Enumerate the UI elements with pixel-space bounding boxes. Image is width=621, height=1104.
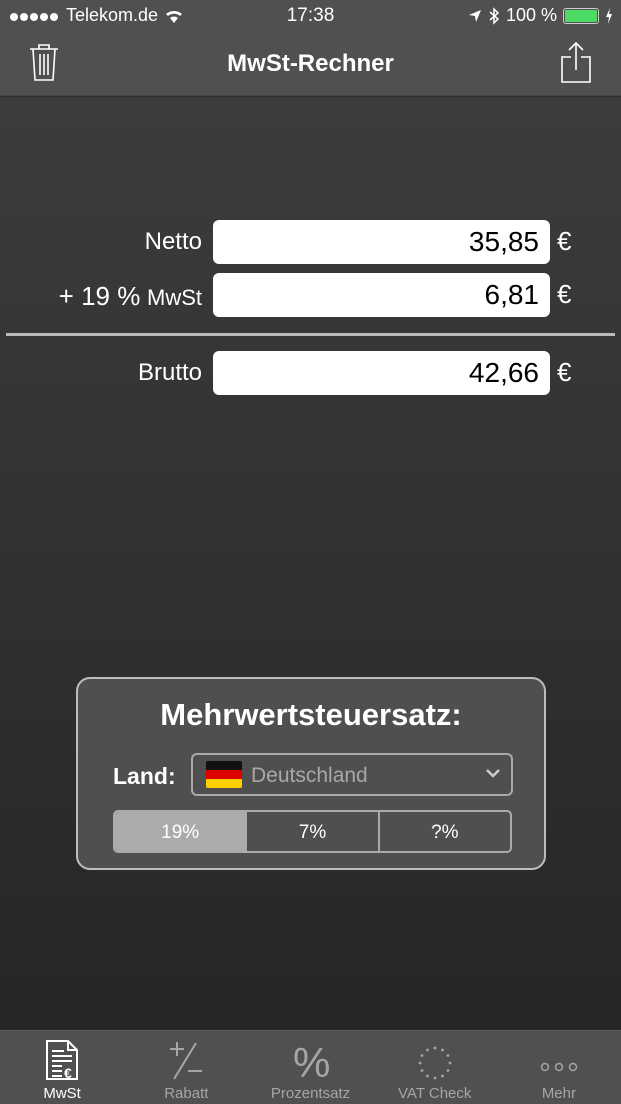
bluetooth-icon <box>489 6 500 25</box>
svg-text:%: % <box>293 1039 330 1081</box>
navigation-bar: MwSt-Rechner <box>0 32 621 96</box>
tab-prozentsatz[interactable]: % Prozentsatz <box>248 1031 372 1104</box>
netto-label: Netto <box>144 228 202 255</box>
tab-label: Prozentsatz <box>270 1085 351 1102</box>
calculator: Netto 35,85 € + 19 % MwSt 6,81 € Brutto … <box>0 97 621 1030</box>
mwst-label: + 19 % MwSt <box>59 281 202 312</box>
svg-text:€: € <box>64 1065 72 1081</box>
star <box>418 1061 422 1065</box>
tab-label: VAT Check <box>398 1085 472 1102</box>
trash-icon[interactable] <box>28 42 60 82</box>
page-title: MwSt-Rechner <box>227 50 394 77</box>
rate-option-custom[interactable]: ?% <box>377 812 510 851</box>
charging-icon <box>606 7 612 24</box>
country-select[interactable]: Deutschland <box>191 753 513 796</box>
rate-prefix: + 19 % <box>58 281 141 311</box>
clock: 17:38 <box>286 5 335 26</box>
star <box>433 1076 437 1080</box>
germany-flag-icon <box>206 761 242 788</box>
tab-rabatt[interactable]: Rabatt <box>124 1031 248 1104</box>
status-bar: Telekom.de 17:38 100 % <box>0 0 621 32</box>
star <box>448 1061 452 1065</box>
tab-mwst[interactable]: € MwSt <box>0 1031 124 1104</box>
tab-bar: € MwSt Rabatt % Prozentsatz VAT Check Me… <box>0 1030 621 1104</box>
more-icon <box>540 1062 578 1072</box>
plus-minus-icon <box>170 1042 203 1080</box>
star <box>420 1054 424 1057</box>
wifi-icon <box>166 10 183 23</box>
mwst-text: MwSt <box>147 285 202 310</box>
vat-rate-panel: Mehrwertsteuersatz: Land: Deutschland 19… <box>76 677 546 870</box>
percent-icon: % <box>293 1039 330 1081</box>
star <box>425 1048 429 1052</box>
star <box>446 1054 450 1057</box>
location-icon <box>468 9 481 22</box>
netto-input[interactable]: 35,85 <box>213 220 550 264</box>
invoice-euro-icon: € <box>46 1040 79 1081</box>
tab-label: Rabatt <box>164 1085 209 1102</box>
share-icon[interactable] <box>560 40 592 84</box>
rate-option-19[interactable]: 19% <box>115 812 246 851</box>
chevron-down-icon <box>486 769 500 778</box>
tab-mehr[interactable]: Mehr <box>497 1031 621 1104</box>
eu-stars-icon <box>418 1046 452 1080</box>
currency-symbol: € <box>557 226 572 256</box>
brutto-label: Brutto <box>137 359 202 386</box>
brutto-row: Brutto 42,66 € <box>0 351 621 395</box>
tab-label: MwSt <box>43 1085 81 1102</box>
panel-title: Mehrwertsteuersatz: <box>160 697 462 732</box>
star <box>433 1046 437 1050</box>
carrier: Telekom.de <box>66 5 159 25</box>
star <box>446 1069 450 1072</box>
land-label: Land: <box>113 763 176 789</box>
battery-icon <box>563 7 599 24</box>
brutto-input[interactable]: 42,66 <box>213 351 550 395</box>
currency-symbol: € <box>557 279 572 309</box>
rate-segmented-control: 19% 7% ?% <box>113 810 512 853</box>
star <box>440 1048 444 1052</box>
tab-label: Mehr <box>541 1085 576 1102</box>
mwst-row: + 19 % MwSt 6,81 € <box>0 273 621 317</box>
star <box>420 1069 424 1072</box>
battery-percent: 100 % <box>505 5 557 25</box>
country-value: Deutschland <box>251 764 368 787</box>
star <box>440 1074 444 1078</box>
currency-symbol: € <box>557 357 572 387</box>
tab-vat-check[interactable]: VAT Check <box>373 1031 497 1104</box>
star <box>425 1074 429 1078</box>
signal-icon <box>10 5 60 26</box>
rate-option-7[interactable]: 7% <box>245 812 377 851</box>
netto-row: Netto 35,85 € <box>0 220 621 264</box>
mwst-input[interactable]: 6,81 <box>213 273 550 317</box>
divider <box>6 333 615 336</box>
